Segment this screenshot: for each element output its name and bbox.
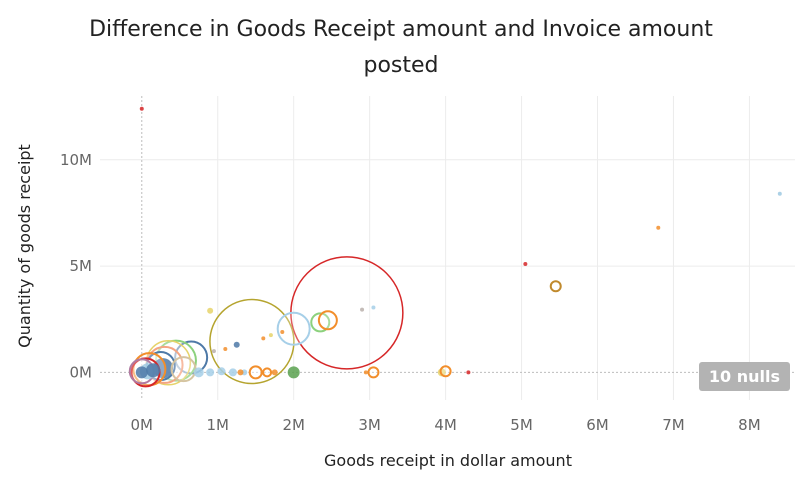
data-point[interactable] <box>310 312 331 333</box>
data-point[interactable] <box>466 370 471 375</box>
y-tick-label: 0M <box>70 363 93 381</box>
data-point[interactable] <box>135 366 148 379</box>
x-tick-label: 8M <box>738 416 761 434</box>
data-point[interactable] <box>280 329 285 334</box>
data-point[interactable] <box>268 333 273 338</box>
x-tick-label: 0M <box>131 416 154 434</box>
data-point[interactable] <box>209 298 295 385</box>
data-point[interactable] <box>248 365 263 380</box>
x-tick-label: 3M <box>358 416 381 434</box>
x-tick-label: 5M <box>510 416 533 434</box>
grid-lines <box>100 96 795 400</box>
y-tick-label: 10M <box>60 151 92 169</box>
data-point[interactable] <box>146 363 161 378</box>
data-point[interactable] <box>233 341 240 348</box>
data-point[interactable] <box>228 368 237 377</box>
x-tick-label: 1M <box>206 416 229 434</box>
data-point[interactable] <box>271 369 278 376</box>
data-point[interactable] <box>317 310 338 331</box>
data-point[interactable] <box>276 311 311 346</box>
y-tick-label: 5M <box>70 257 93 275</box>
x-tick-label: 2M <box>282 416 305 434</box>
data-point[interactable] <box>371 305 376 310</box>
x-tick-label: 7M <box>662 416 685 434</box>
data-point[interactable] <box>217 367 226 376</box>
data-point[interactable] <box>290 256 404 370</box>
null-count-badge[interactable]: 10 nulls <box>698 362 790 391</box>
zero-reference-lines <box>100 96 795 400</box>
data-point[interactable] <box>656 225 661 230</box>
data-point[interactable] <box>139 106 144 111</box>
data-point[interactable] <box>523 261 528 266</box>
data-point[interactable] <box>223 346 228 351</box>
data-point[interactable] <box>549 280 562 293</box>
data-point[interactable] <box>367 366 380 379</box>
data-point[interactable] <box>206 368 215 377</box>
data-point[interactable] <box>170 356 197 383</box>
data-point[interactable] <box>237 369 244 376</box>
x-tick-label: 4M <box>434 416 457 434</box>
data-points <box>128 106 782 388</box>
data-point[interactable] <box>287 366 300 379</box>
chart-title: Difference in Goods Receipt amount and I… <box>0 12 802 84</box>
data-point[interactable] <box>211 349 216 354</box>
data-point[interactable] <box>439 365 452 378</box>
data-point[interactable] <box>207 307 214 314</box>
data-point[interactable] <box>193 367 204 378</box>
data-point[interactable] <box>363 370 368 375</box>
x-axis-ticks: 0M 1M 2M 3M 4M 5M 6M 7M 8M <box>131 416 761 434</box>
chart-title-line-2: posted <box>363 53 439 78</box>
y-axis-title: Quantity of goods receipt <box>15 144 34 348</box>
y-axis-ticks: 0M 5M 10M <box>60 151 92 382</box>
x-axis-title: Goods receipt in dollar amount <box>324 451 572 470</box>
chart-title-line-1: Difference in Goods Receipt amount and I… <box>89 17 713 42</box>
data-point[interactable] <box>777 191 782 196</box>
x-tick-label: 6M <box>586 416 609 434</box>
data-point[interactable] <box>360 307 365 312</box>
data-point[interactable] <box>261 336 266 341</box>
data-point[interactable] <box>262 367 273 378</box>
